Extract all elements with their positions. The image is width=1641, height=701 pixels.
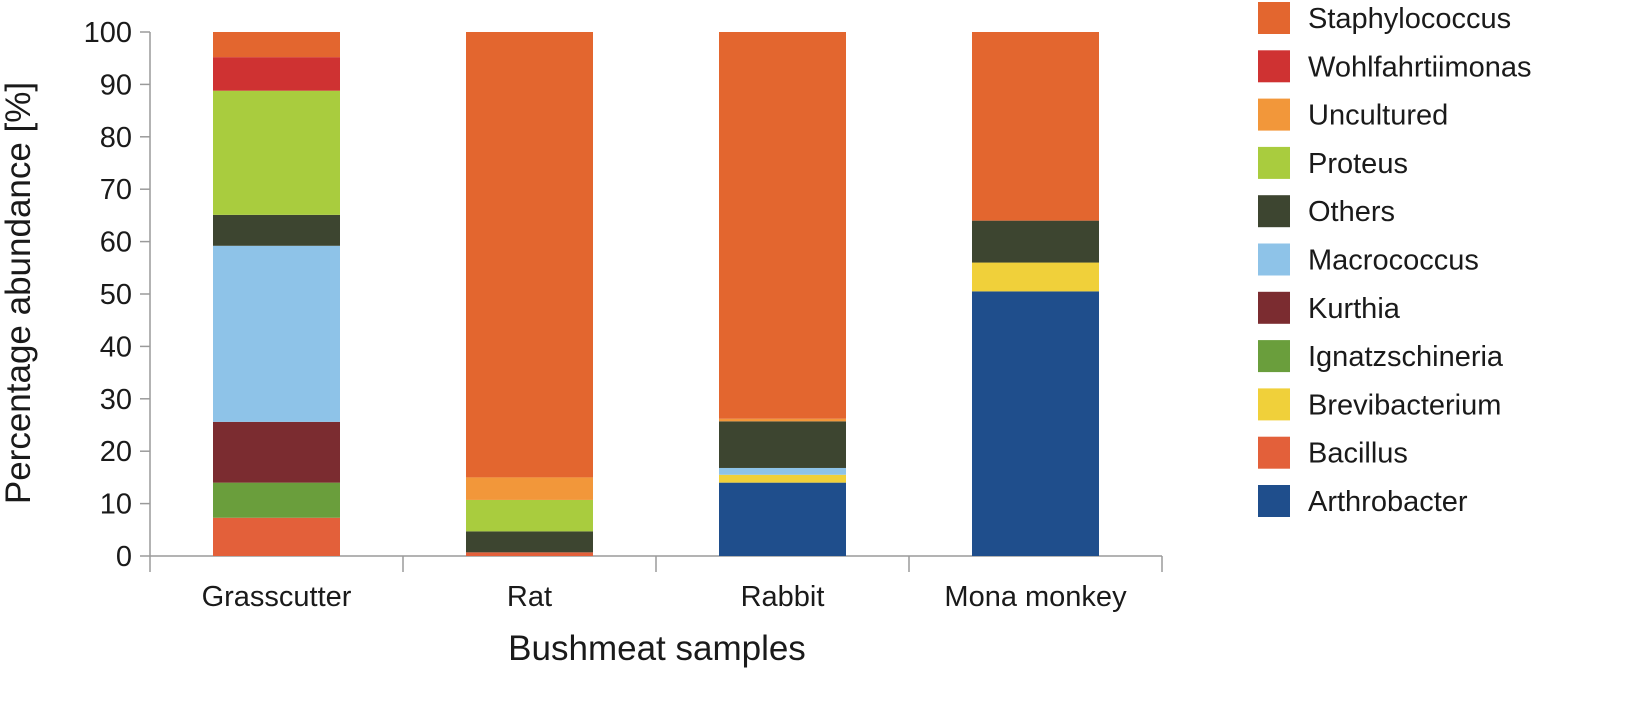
legend-swatch bbox=[1258, 243, 1290, 276]
bar-segment bbox=[972, 262, 1099, 292]
bar-segment bbox=[213, 482, 340, 518]
legend-label: Others bbox=[1308, 196, 1395, 228]
legend-label: Macrococcus bbox=[1308, 245, 1479, 277]
y-tick-label: 20 bbox=[100, 436, 132, 468]
y-tick-label: 0 bbox=[116, 541, 132, 573]
bar-segment bbox=[213, 214, 340, 246]
bar-segment bbox=[213, 245, 340, 422]
legend: Staphylococcus Wohlfahrtiimonas Uncultured… bbox=[1258, 2, 1532, 518]
legend-swatch bbox=[1258, 195, 1290, 228]
bar-segment bbox=[213, 90, 340, 215]
legend-swatch bbox=[1258, 485, 1290, 517]
y-axis-title: Percentage abundance [%] bbox=[0, 82, 38, 504]
x-category-label: Mona monkey bbox=[944, 581, 1127, 613]
x-axis: Grasscutter Rat Rabbit Mona monkey bbox=[149, 555, 1163, 613]
legend-label: Wohlfahrtiimonas bbox=[1308, 51, 1532, 83]
x-category-label: Rat bbox=[507, 581, 552, 613]
legend-swatch bbox=[1258, 98, 1290, 131]
legend-swatch bbox=[1258, 291, 1290, 324]
bars bbox=[213, 32, 1099, 556]
bar-segment bbox=[213, 421, 340, 483]
bar-segment bbox=[213, 32, 340, 58]
legend-label: Bacillus bbox=[1308, 438, 1408, 470]
bar-segment bbox=[719, 421, 846, 468]
bar-segment bbox=[719, 467, 846, 475]
legend-label: Uncultured bbox=[1308, 100, 1448, 132]
y-tick-label: 70 bbox=[100, 174, 132, 206]
legend-label: Arthrobacter bbox=[1308, 486, 1468, 518]
legend-swatch bbox=[1258, 146, 1290, 179]
legend-label: Staphylococcus bbox=[1308, 3, 1511, 35]
bar-segment bbox=[719, 418, 846, 422]
y-tick-label: 30 bbox=[100, 384, 132, 416]
legend-swatch bbox=[1258, 50, 1290, 83]
bar-segment bbox=[972, 220, 1099, 263]
legend-label: Ignatzschineria bbox=[1308, 341, 1504, 373]
y-axis: 0 10 20 30 40 50 60 70 80 90 100 bbox=[84, 17, 151, 573]
bar-segment bbox=[972, 291, 1099, 556]
bar-segment bbox=[719, 474, 846, 483]
y-tick-label: 90 bbox=[100, 69, 132, 101]
bar-segment bbox=[213, 517, 340, 556]
bar-segment bbox=[466, 531, 593, 553]
x-category-label: Rabbit bbox=[741, 581, 825, 613]
x-category-label: Grasscutter bbox=[202, 581, 352, 613]
legend-label: Proteus bbox=[1308, 148, 1408, 180]
legend-swatch bbox=[1258, 340, 1290, 373]
x-axis-title: Bushmeat samples bbox=[508, 629, 806, 668]
legend-swatch bbox=[1258, 2, 1290, 34]
bar-segment bbox=[719, 482, 846, 556]
y-tick-label: 40 bbox=[100, 331, 132, 363]
y-tick-label: 80 bbox=[100, 122, 132, 154]
legend-swatch bbox=[1258, 436, 1290, 469]
y-tick-label: 10 bbox=[100, 489, 132, 521]
legend-label: Brevibacterium bbox=[1308, 389, 1501, 421]
bar-segment bbox=[466, 477, 593, 500]
legend-swatch bbox=[1258, 388, 1290, 421]
bar-segment bbox=[466, 552, 593, 556]
bar-segment bbox=[466, 499, 593, 532]
bar-segment bbox=[972, 32, 1099, 221]
bar-segment bbox=[719, 32, 846, 419]
bar-segment bbox=[213, 57, 340, 91]
legend-label: Kurthia bbox=[1308, 293, 1401, 325]
y-tick-label: 60 bbox=[100, 227, 132, 259]
bar-segment bbox=[466, 32, 593, 478]
y-tick-label: 50 bbox=[100, 279, 132, 311]
y-tick-label: 100 bbox=[84, 17, 132, 49]
